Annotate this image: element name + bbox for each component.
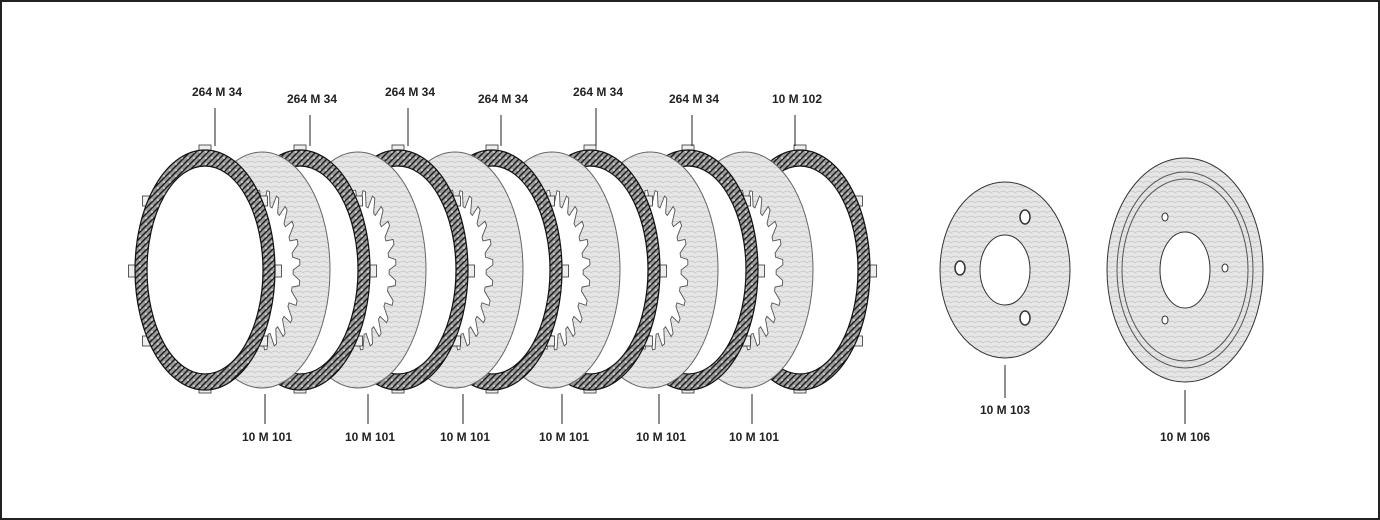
callout-label: 10 M 101 <box>636 430 686 444</box>
callout-label: 10 M 106 <box>1160 430 1210 444</box>
callout-label: 264 M 34 <box>192 85 242 99</box>
callout-label: 264 M 34 <box>385 85 435 99</box>
callout-label: 264 M 34 <box>287 92 337 106</box>
callouts: 264 M 34 264 M 34 264 M 34 264 M 34 264 M 34… <box>192 85 1210 444</box>
callout-label: 10 M 101 <box>539 430 589 444</box>
plate-106 <box>1106 157 1264 383</box>
callout-label: 264 M 34 <box>478 92 528 106</box>
bolt-hole <box>1019 209 1031 225</box>
callout-label: 10 M 102 <box>772 92 822 106</box>
disc-ring <box>1121 178 1249 362</box>
callout-label: 10 M 101 <box>729 430 779 444</box>
friction-disc <box>128 144 282 394</box>
callout-label: 264 M 34 <box>669 92 719 106</box>
bolt-hole <box>1221 263 1229 273</box>
bolt-hole <box>954 260 966 276</box>
plate-103 <box>939 181 1071 359</box>
bolt-hole <box>1161 212 1169 222</box>
disc-ring <box>1116 171 1254 369</box>
callout-label: 10 M 101 <box>345 430 395 444</box>
disc-hole <box>979 234 1031 306</box>
callout-label: 10 M 101 <box>242 430 292 444</box>
parts <box>128 144 1264 394</box>
disc-hole <box>146 165 264 375</box>
bolt-hole <box>1161 315 1169 325</box>
callout-label: 10 M 101 <box>440 430 490 444</box>
bolt-hole <box>1019 310 1031 326</box>
callout-label: 10 M 103 <box>980 403 1030 417</box>
disc-hole <box>1159 231 1211 309</box>
callout-label: 264 M 34 <box>573 85 623 99</box>
